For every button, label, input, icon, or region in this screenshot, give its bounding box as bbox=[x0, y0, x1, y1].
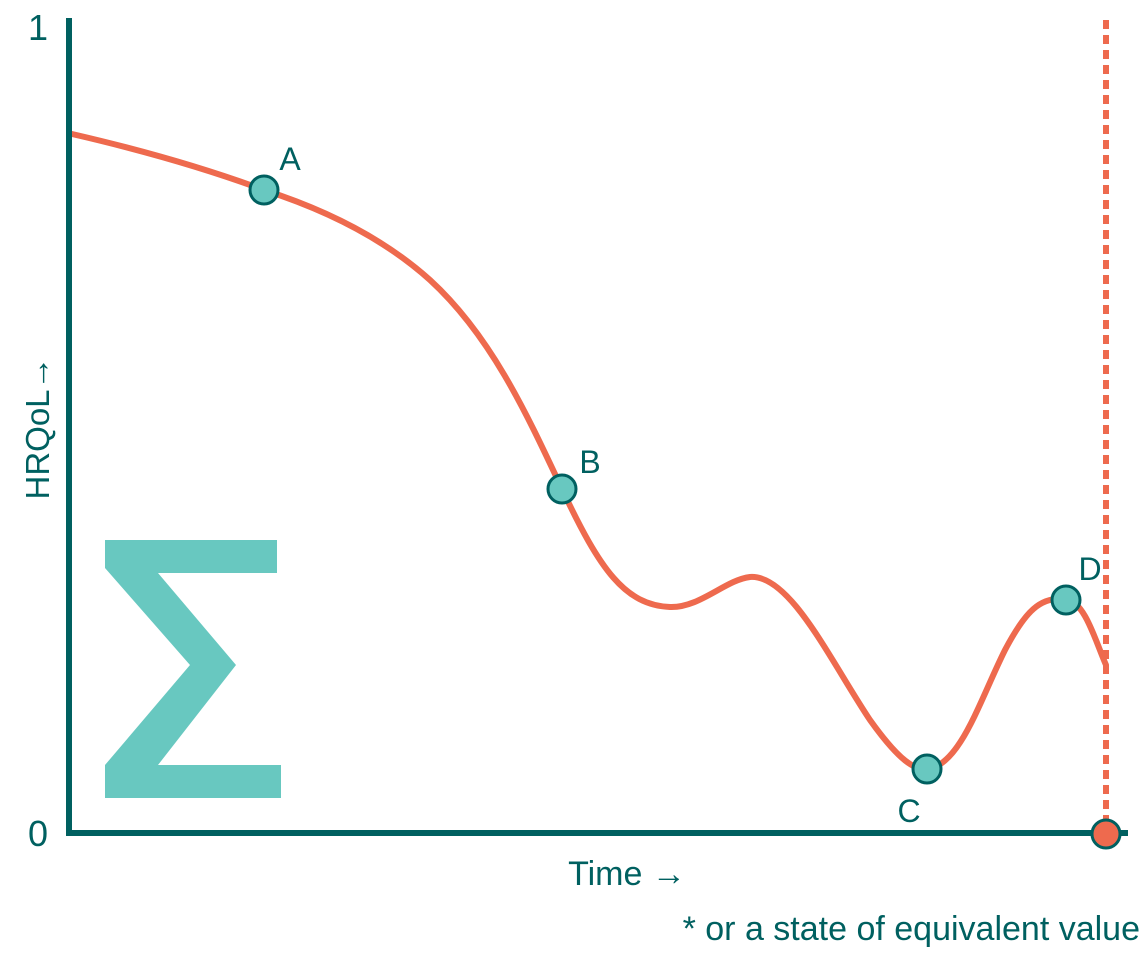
y-bottom-tick: 0 bbox=[28, 813, 48, 854]
point-a-label: A bbox=[279, 141, 301, 177]
point-a: A bbox=[248, 141, 301, 206]
death-point-marker bbox=[1090, 818, 1122, 850]
point-b: B bbox=[546, 444, 601, 505]
point-d-label: D bbox=[1078, 551, 1101, 587]
point-c-label: C bbox=[897, 793, 920, 829]
point-d-marker bbox=[1050, 584, 1082, 616]
y-top-tick: 1 bbox=[28, 7, 48, 48]
sigma-icon bbox=[105, 540, 281, 798]
point-a-marker bbox=[248, 174, 280, 206]
point-b-marker bbox=[546, 473, 578, 505]
footnote: * or a state of equivalent value bbox=[683, 910, 1140, 948]
x-axis-label: Time → bbox=[568, 855, 686, 893]
hrqol-curve bbox=[69, 131, 1109, 773]
point-c-marker bbox=[911, 753, 943, 785]
point-c: C bbox=[897, 753, 943, 829]
point-b-label: B bbox=[579, 444, 600, 480]
point-d: D bbox=[1050, 551, 1102, 616]
y-axis-label: HRQoL→ bbox=[19, 356, 56, 499]
